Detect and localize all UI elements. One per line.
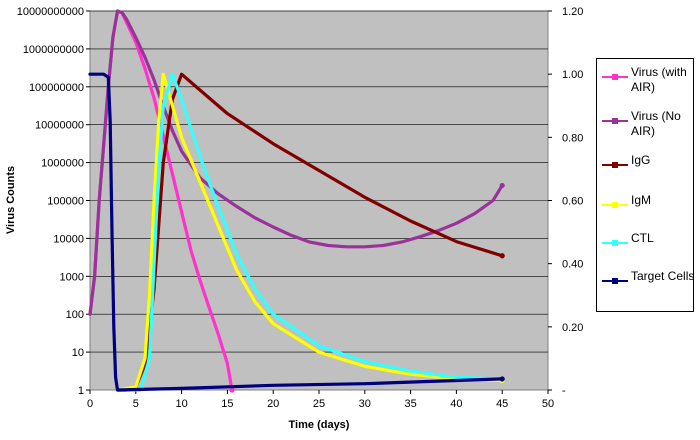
y-left-tick-label: 100	[66, 309, 84, 321]
x-tick-label: 30	[359, 398, 371, 410]
x-tick-label: 5	[133, 398, 139, 410]
x-tick-label: 50	[542, 398, 554, 410]
legend-swatch	[602, 278, 628, 284]
x-tick-label: 10	[175, 398, 187, 410]
x-axis-title: Time (days)	[289, 419, 350, 431]
y-right-tick-label: 1.00	[562, 69, 583, 81]
y-left-tick-label: 100000	[47, 196, 84, 208]
y-right-tick-label: 0.20	[562, 322, 583, 334]
y-left-tick-label: 10000000	[35, 120, 84, 132]
x-tick-label: 20	[267, 398, 279, 410]
x-tick-label: 35	[404, 398, 416, 410]
legend-swatch	[602, 118, 628, 124]
y-right-tick-label: 0.40	[562, 259, 583, 271]
series-end-marker-5	[499, 376, 505, 382]
x-tick-label: 0	[87, 398, 93, 410]
legend-swatch	[602, 240, 628, 246]
legend-label: Virus (No AIR)	[631, 109, 681, 138]
series-end-marker-2	[499, 253, 505, 259]
y-left-tick-label: 10000	[53, 233, 84, 245]
legend-label: Target Cells	[631, 269, 695, 283]
y-left-axis-ticks: 1 10 100 1000 10000 100000 1000000 10000000 1000…	[17, 6, 90, 397]
series-line-5	[88, 72, 504, 392]
y-right-tick-label: -	[562, 385, 566, 397]
series-line-3	[115, 72, 504, 392]
legend-label: CTL	[631, 231, 654, 245]
legend: Virus (with AIR) Virus (No AIR) IgG IgM CTL T…	[596, 58, 694, 312]
y-left-tick-label: 1000000	[41, 158, 84, 170]
gridlines	[90, 10, 548, 353]
y-right-tick-label: 1.20	[562, 6, 583, 18]
y-left-tick-label: 100000000	[29, 82, 84, 94]
legend-swatch	[602, 162, 628, 168]
y-left-tick-label: 1000000000	[23, 44, 84, 56]
x-axis-ticks: 0 5 10 15 20 25 30 35 40 45 50	[87, 390, 554, 410]
series-end-marker-1	[499, 182, 505, 189]
y-left-tick-label: 10000000000	[17, 6, 84, 18]
legend-label: IgM	[631, 193, 652, 207]
legend-label: IgG	[631, 153, 651, 167]
y-axis-title: Virus Counts	[5, 166, 17, 234]
legend-swatch	[602, 74, 628, 80]
y-right-tick-label: 0.60	[562, 196, 583, 208]
series-end-marker-0	[229, 387, 235, 393]
x-tick-label: 25	[313, 398, 325, 410]
x-tick-label: 45	[496, 398, 508, 410]
y-left-tick-label: 10	[72, 347, 84, 359]
y-left-tick-label: 1000	[60, 271, 84, 283]
y-left-tick-label: 1	[78, 385, 84, 397]
x-tick-label: 15	[221, 398, 233, 410]
series-line-1	[88, 9, 504, 316]
legend-swatch	[602, 202, 628, 208]
x-tick-label: 40	[450, 398, 462, 410]
legend-label: Virus (with AIR)	[631, 65, 687, 94]
y-right-tick-label: 0.80	[562, 132, 583, 144]
y-right-axis-ticks: - 0.20 0.40 0.60 0.80 1.00 1.20	[548, 6, 583, 397]
series-lines	[88, 9, 505, 393]
series-line-4	[125, 72, 504, 392]
